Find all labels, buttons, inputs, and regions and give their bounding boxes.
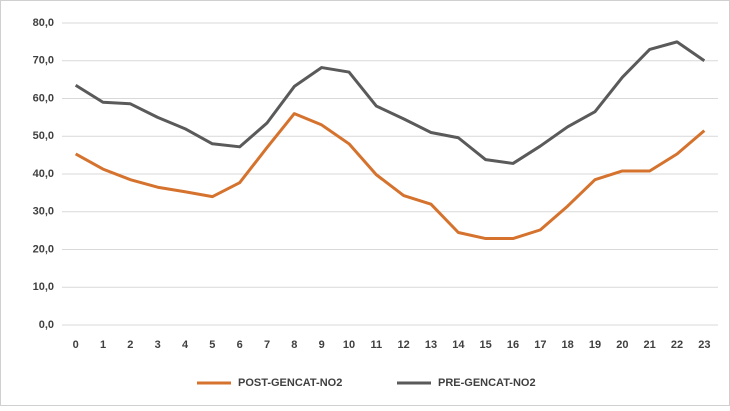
x-tick-label: 16	[507, 339, 519, 351]
x-tick-label: 20	[616, 339, 628, 351]
y-tick-label: 40,0	[33, 168, 54, 180]
x-tick-label: 2	[127, 339, 133, 351]
x-tick-label: 0	[73, 339, 79, 351]
x-tick-label: 12	[398, 339, 410, 351]
x-tick-label: 7	[264, 339, 270, 351]
x-tick-label: 10	[343, 339, 355, 351]
series-line	[74, 112, 706, 241]
x-tick-label: 21	[644, 339, 656, 351]
x-tick-label: 18	[562, 339, 574, 351]
x-tick-label: 8	[291, 339, 297, 351]
y-tick-label: 0,0	[39, 319, 54, 331]
y-tick-label: 50,0	[33, 130, 54, 142]
x-tick-label: 19	[589, 339, 601, 351]
y-tick-label: 80,0	[33, 17, 54, 29]
y-tick-label: 60,0	[33, 92, 54, 104]
y-tick-label: 30,0	[33, 206, 54, 218]
x-tick-label: 5	[209, 339, 215, 351]
y-tick-label: 10,0	[33, 281, 54, 293]
y-tick-label: 20,0	[33, 243, 54, 255]
x-tick-label: 23	[698, 339, 710, 351]
series-line	[74, 40, 706, 165]
x-tick-label: 17	[534, 339, 546, 351]
x-tick-label: 3	[155, 339, 161, 351]
x-tick-label: 4	[182, 339, 189, 351]
legend-label: POST-GENCAT-NO2	[238, 377, 342, 389]
x-tick-label: 22	[671, 339, 683, 351]
y-tick-label: 70,0	[33, 55, 54, 67]
x-tick-label: 9	[319, 339, 325, 351]
x-tick-label: 14	[452, 339, 465, 351]
x-tick-label: 1	[100, 339, 106, 351]
x-tick-label: 15	[480, 339, 492, 351]
x-tick-label: 6	[237, 339, 243, 351]
x-tick-label: 13	[425, 339, 437, 351]
legend-label: PRE-GENCAT-NO2	[438, 377, 536, 389]
x-tick-label: 11	[371, 339, 383, 351]
